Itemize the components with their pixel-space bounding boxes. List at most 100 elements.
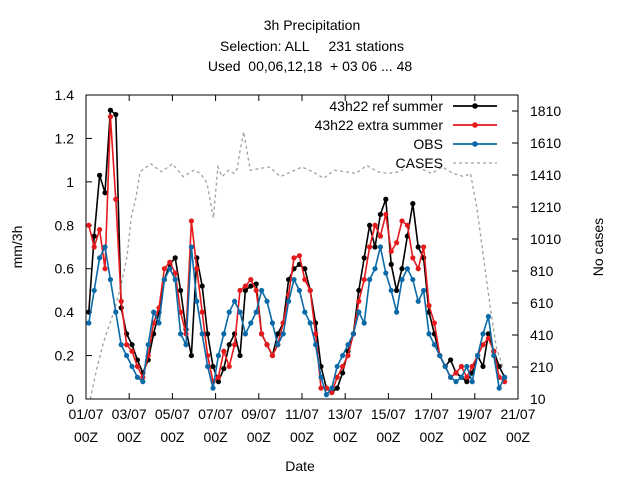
data-point-obs	[161, 276, 168, 283]
data-point-43h22-ref-summer	[361, 255, 367, 261]
x-tick-label: 15/07	[371, 406, 406, 422]
data-point-43h22-extra-summer	[172, 270, 178, 276]
data-point-43h22-extra-summer	[134, 363, 141, 370]
x-tick-label-time: 00Z	[506, 429, 531, 445]
data-point-43h22-extra-summer	[399, 218, 405, 224]
series-line-43h22-extra-summer	[88, 116, 506, 394]
data-point-43h22-ref-summer	[485, 331, 492, 337]
data-point-43h22-extra-summer	[453, 370, 459, 376]
data-point-obs	[345, 342, 351, 348]
x-tick-label-time: 00Z	[247, 429, 272, 445]
legend-label-43h22-ref-summer: 43h22 ref summer	[329, 98, 443, 114]
data-point-43h22-extra-summer	[188, 218, 195, 224]
data-point-obs	[280, 331, 286, 337]
data-point-obs	[437, 352, 443, 359]
data-point-obs	[302, 309, 308, 315]
data-point-obs	[205, 363, 211, 370]
y-tick-label: 0.6	[55, 261, 75, 277]
y2-tick-label: 410	[530, 327, 554, 343]
x-axis-label: Date	[285, 458, 315, 474]
data-point-obs	[307, 320, 313, 326]
x-tick-label-time: 00Z	[204, 429, 229, 445]
data-point-43h22-extra-summer	[221, 348, 227, 354]
x-tick-label-time: 00Z	[160, 429, 185, 445]
data-point-43h22-extra-summer	[232, 342, 238, 348]
data-point-43h22-extra-summer	[383, 211, 389, 218]
data-point-obs	[232, 298, 238, 304]
data-point-obs	[475, 352, 481, 359]
y-tick-label: 0.2	[55, 348, 75, 364]
data-point-43h22-extra-summer	[485, 335, 492, 341]
x-tick-label: 13/07	[328, 406, 363, 422]
data-point-43h22-extra-summer	[102, 266, 108, 272]
data-point-43h22-extra-summer	[377, 233, 384, 239]
data-point-obs	[167, 266, 173, 272]
data-point-obs	[415, 298, 421, 304]
plot-frame	[85, 94, 519, 400]
data-point-43h22-extra-summer	[296, 253, 303, 259]
data-point-43h22-extra-summer	[345, 352, 351, 359]
data-point-43h22-extra-summer	[469, 363, 475, 370]
data-point-obs	[453, 379, 459, 385]
data-point-43h22-ref-summer	[113, 111, 119, 118]
data-point-43h22-ref-summer	[221, 366, 227, 372]
data-point-obs	[442, 363, 448, 370]
legend-marker-obs	[472, 141, 478, 147]
y-tick-label: 0.8	[55, 217, 75, 233]
data-point-43h22-ref-summer	[415, 244, 421, 250]
data-point-obs	[361, 320, 367, 326]
data-point-43h22-extra-summer	[124, 342, 130, 348]
x-tick-label-time: 00Z	[376, 429, 401, 445]
data-point-43h22-extra-summer	[129, 348, 135, 354]
data-point-obs	[242, 331, 249, 337]
data-point-43h22-ref-summer	[215, 379, 222, 385]
data-point-43h22-ref-summer	[188, 352, 195, 359]
data-point-43h22-ref-summer	[410, 200, 416, 207]
data-point-obs	[485, 313, 492, 320]
axis-ticks: 01/07 00Z 03/07 00Z 05/07 00Z 07/07 00Z 09/07 00Z…	[55, 87, 562, 445]
data-point-obs	[134, 374, 141, 380]
data-point-43h22-extra-summer	[253, 287, 259, 294]
y2-tick-label: 210	[530, 359, 554, 375]
data-point-obs	[113, 309, 119, 315]
data-point-43h22-extra-summer	[404, 222, 411, 228]
data-point-43h22-ref-summer	[399, 266, 405, 272]
data-point-43h22-extra-summer	[91, 244, 97, 250]
data-point-43h22-extra-summer	[367, 244, 373, 250]
y-axis-label: mm/3h	[9, 226, 25, 269]
data-point-obs	[221, 331, 227, 337]
data-point-obs	[426, 331, 432, 337]
data-point-obs	[269, 320, 276, 326]
data-point-obs	[275, 342, 281, 348]
data-point-obs	[458, 374, 465, 380]
data-point-43h22-extra-summer	[340, 363, 346, 370]
data-point-obs	[480, 331, 486, 337]
data-point-obs	[118, 342, 124, 348]
data-point-obs	[296, 287, 303, 294]
data-point-43h22-extra-summer	[421, 244, 427, 250]
data-point-obs	[388, 287, 394, 294]
data-point-43h22-ref-summer	[464, 379, 470, 385]
y-tick-label: 0	[66, 391, 74, 407]
legend: 43h22 ref summer 43h22 extra summer OBS CAS…	[315, 98, 497, 171]
data-point-obs	[502, 374, 508, 380]
data-point-43h22-extra-summer	[464, 374, 470, 380]
data-point-obs	[313, 342, 319, 348]
data-point-43h22-extra-summer	[269, 352, 276, 359]
x-tick-label: 19/07	[457, 406, 492, 422]
legend-marker-43h22-ref-summer	[472, 103, 478, 109]
x-tick-label-time: 00Z	[333, 429, 358, 445]
data-point-obs	[264, 298, 270, 304]
x-tick-label: 11/07	[285, 406, 319, 422]
data-point-43h22-extra-summer	[113, 196, 119, 202]
data-point-obs	[491, 352, 497, 359]
legend-label-43h22-extra-summer: 43h22 extra summer	[315, 117, 444, 133]
data-point-43h22-ref-summer	[199, 283, 205, 289]
data-point-43h22-extra-summer	[215, 374, 222, 380]
x-tick-label: 09/07	[241, 406, 276, 422]
data-point-43h22-ref-summer	[383, 196, 389, 202]
data-point-obs	[464, 363, 470, 370]
x-tick-label: 21/07	[500, 406, 535, 422]
data-point-obs	[334, 363, 340, 370]
chart-title-line-2: Selection: ALL 231 stations	[220, 38, 404, 54]
